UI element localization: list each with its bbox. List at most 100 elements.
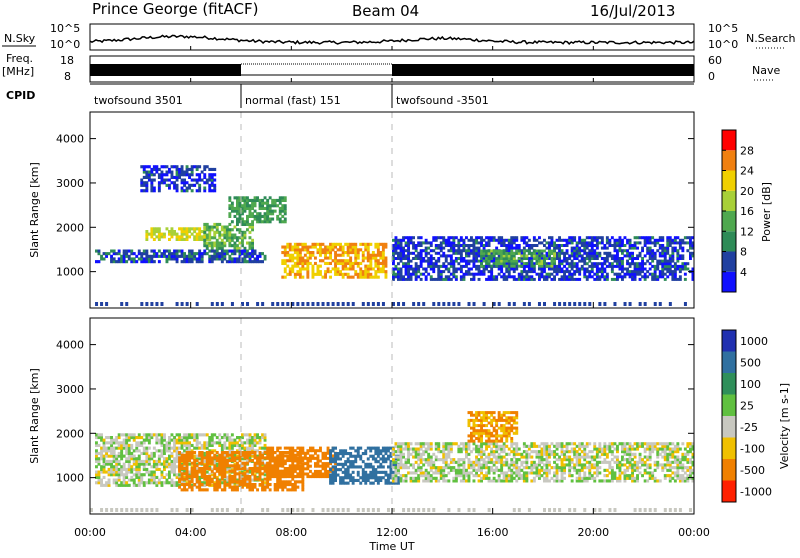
- heatmap-cell: [201, 255, 204, 258]
- heatmap-cell: [166, 171, 169, 174]
- heatmap-cell: [105, 471, 108, 474]
- heatmap-cell: [417, 275, 420, 278]
- heatmap-cell: [624, 273, 627, 276]
- heatmap-cell: [420, 249, 423, 252]
- heatmap-cell: [269, 483, 272, 486]
- heatmap-cell: [463, 239, 466, 242]
- heatmap-cell: [244, 260, 247, 263]
- heatmap-cell: [621, 249, 624, 252]
- heatmap-cell: [269, 218, 272, 221]
- heatmap-cell: [619, 236, 622, 239]
- heatmap-cell: [475, 241, 478, 244]
- heatmap-cell: [349, 474, 352, 477]
- heatmap-cell: [105, 449, 108, 452]
- heatmap-cell: [536, 257, 539, 260]
- heatmap-cell: [228, 449, 231, 452]
- heatmap-cell: [264, 488, 267, 491]
- heatmap-cell: [206, 247, 209, 250]
- heatmap-cell: [216, 478, 219, 481]
- heatmap-cell: [203, 165, 206, 168]
- heatmap-cell: [171, 455, 174, 458]
- heatmap-cell: [568, 273, 571, 276]
- heatmap-cell: [377, 471, 380, 474]
- heatmap-cell: [379, 254, 382, 257]
- heatmap-cell: [407, 466, 410, 469]
- heatmap-cell: [296, 265, 299, 268]
- heatmap-cell: [196, 441, 199, 444]
- heatmap-cell: [420, 236, 423, 239]
- heatmap-cell: [183, 433, 186, 436]
- heatmap-cell: [264, 202, 267, 205]
- heatmap-cell: [664, 252, 667, 255]
- heatmap-cell: [133, 257, 136, 260]
- heatmap-cell: [490, 469, 493, 472]
- heatmap-cell: [160, 302, 163, 306]
- heatmap-cell: [405, 236, 408, 239]
- heatmap-cell: [447, 254, 450, 257]
- heatmap-cell: [624, 236, 627, 239]
- heatmap-cell: [108, 455, 111, 458]
- heatmap-cell: [128, 455, 131, 458]
- heatmap-cell: [410, 453, 413, 456]
- heatmap-cell: [246, 220, 249, 223]
- heatmap-cell: [281, 215, 284, 218]
- heatmap-cell: [231, 456, 234, 459]
- heatmap-cell: [405, 244, 408, 247]
- heatmap-cell: [347, 471, 350, 474]
- heatmap-cell: [463, 442, 466, 445]
- heatmap-cell: [226, 476, 229, 479]
- heatmap-cell: [566, 249, 569, 252]
- date-label: 16/Jul/2013: [590, 2, 675, 20]
- heatmap-cell: [405, 241, 408, 244]
- heatmap-cell: [362, 259, 365, 262]
- heatmap-cell: [412, 456, 415, 459]
- heatmap-cell: [571, 273, 574, 276]
- heatmap-cell: [304, 262, 307, 265]
- heatmap-cell: [286, 259, 289, 262]
- heatmap-cell: [286, 475, 289, 478]
- heatmap-cell: [339, 457, 342, 460]
- heatmap-cell: [113, 465, 116, 468]
- heatmap-cell: [480, 469, 483, 472]
- heatmap-cell: [276, 462, 279, 465]
- heatmap-cell: [470, 461, 473, 464]
- heatmap-cell: [553, 265, 556, 268]
- heatmap-cell: [100, 302, 103, 306]
- heatmap-cell: [261, 199, 264, 202]
- heatmap-cell: [261, 454, 264, 457]
- heatmap-cell: [95, 302, 98, 306]
- heatmap-cell: [478, 254, 481, 257]
- heatmap-cell: [473, 241, 476, 244]
- nsky-label: N.Sky: [4, 32, 36, 45]
- heatmap-cell: [362, 476, 365, 479]
- heatmap-cell: [372, 276, 375, 279]
- heatmap-cell: [329, 254, 332, 257]
- heatmap-cell: [548, 252, 551, 255]
- heatmap-cell: [593, 254, 596, 257]
- heatmap-cell: [475, 445, 478, 448]
- heatmap-cell: [614, 254, 617, 257]
- heatmap-cell: [498, 302, 501, 306]
- heatmap-cell: [681, 239, 684, 242]
- heatmap-cell: [417, 463, 420, 466]
- heatmap-cell: [98, 433, 101, 436]
- heatmap-cell: [578, 273, 581, 276]
- heatmap-cell: [274, 460, 277, 463]
- colorbar-tick-label: 12: [740, 225, 754, 238]
- heatmap-cell: [249, 467, 252, 470]
- heatmap-cell: [196, 447, 199, 450]
- heatmap-cell: [317, 267, 320, 270]
- heatmap-cell: [314, 246, 317, 249]
- heatmap-cell: [201, 470, 204, 473]
- heatmap-cell: [598, 236, 601, 239]
- heatmap-cell: [536, 262, 539, 265]
- heatmap-cell: [385, 471, 388, 474]
- heatmap-cell: [241, 447, 244, 450]
- heatmap-cell: [254, 462, 257, 465]
- heatmap-cell: [218, 252, 221, 255]
- heatmap-cell: [349, 479, 352, 482]
- heatmap-cell: [166, 457, 169, 460]
- heatmap-cell: [269, 449, 272, 452]
- heatmap-cell: [510, 255, 513, 258]
